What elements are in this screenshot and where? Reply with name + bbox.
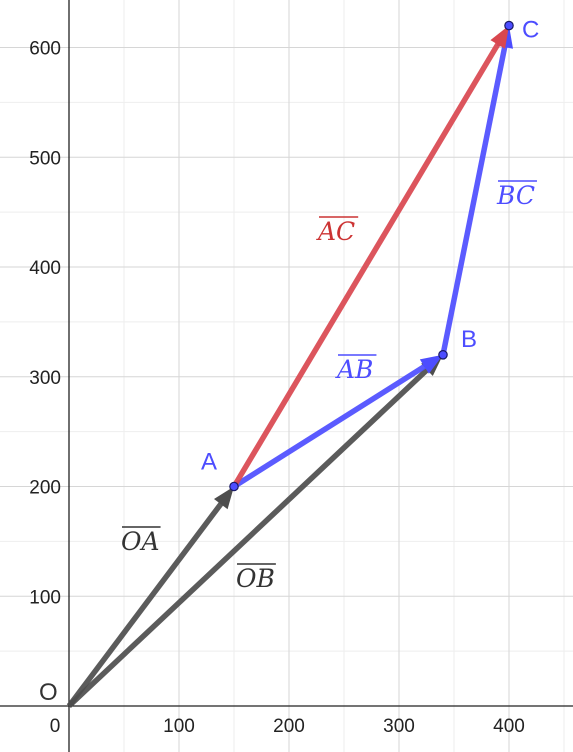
y-tick-label: 200 bbox=[29, 478, 61, 499]
point-a-dot bbox=[229, 481, 239, 492]
tick-labels: 0 100 200 300 400 100 200 300 400 500 600 bbox=[29, 39, 525, 738]
x-tick-label: 300 bbox=[383, 716, 415, 737]
vector-label-text: BC bbox=[496, 181, 535, 210]
vector-label-text: OB bbox=[236, 564, 275, 593]
vector-shaft bbox=[67, 366, 431, 709]
x-tick-label: 0 bbox=[50, 716, 61, 737]
vector-shaft bbox=[440, 44, 508, 356]
vector-label-ab: AB bbox=[335, 354, 377, 384]
y-tick-label: 100 bbox=[29, 587, 61, 608]
y-tick-label: 600 bbox=[29, 39, 61, 60]
vector-shaft bbox=[231, 41, 502, 488]
vector-label-oa: OA bbox=[121, 526, 161, 556]
arrowhead bbox=[419, 354, 443, 374]
x-tick-label: 400 bbox=[493, 716, 525, 737]
point-b-dot bbox=[438, 349, 448, 360]
vectors bbox=[66, 25, 514, 709]
points bbox=[229, 20, 514, 492]
vector-ac bbox=[231, 25, 509, 488]
point-label-b: B bbox=[461, 326, 477, 353]
vector-shaft bbox=[232, 363, 428, 489]
vector-label-text: AB bbox=[335, 355, 373, 384]
point-label-c: C bbox=[522, 17, 539, 44]
y-tick-label: 300 bbox=[29, 368, 61, 389]
vector-label-text: AC bbox=[316, 217, 355, 246]
point-label-a: A bbox=[201, 449, 217, 476]
x-tick-label: 200 bbox=[273, 716, 305, 737]
vector-shaft bbox=[66, 500, 225, 708]
arrowhead bbox=[213, 486, 234, 510]
point-c-dot bbox=[504, 20, 514, 31]
vector-label-bc: BC bbox=[496, 180, 537, 210]
arrowhead bbox=[490, 25, 509, 49]
y-tick-label: 400 bbox=[29, 258, 61, 279]
vector-ab bbox=[232, 354, 443, 489]
point-label-o: O bbox=[39, 679, 58, 706]
x-tick-label: 100 bbox=[163, 716, 195, 737]
vector-label-text: OA bbox=[121, 527, 160, 556]
vector-oa bbox=[66, 486, 234, 708]
vector-label-ob: OB bbox=[236, 563, 276, 593]
y-tick-label: 500 bbox=[29, 148, 61, 169]
vector-label-ac: AC bbox=[316, 216, 359, 246]
